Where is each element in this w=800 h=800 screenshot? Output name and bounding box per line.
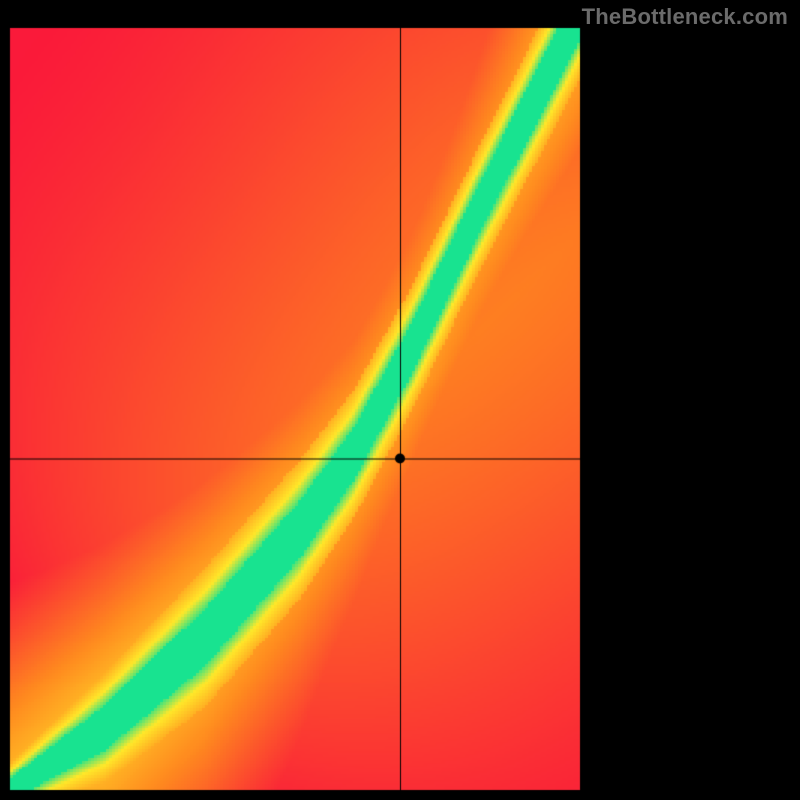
watermark-text: TheBottleneck.com [582, 4, 788, 30]
chart-container: TheBottleneck.com [0, 0, 800, 800]
bottleneck-heatmap [0, 0, 800, 800]
